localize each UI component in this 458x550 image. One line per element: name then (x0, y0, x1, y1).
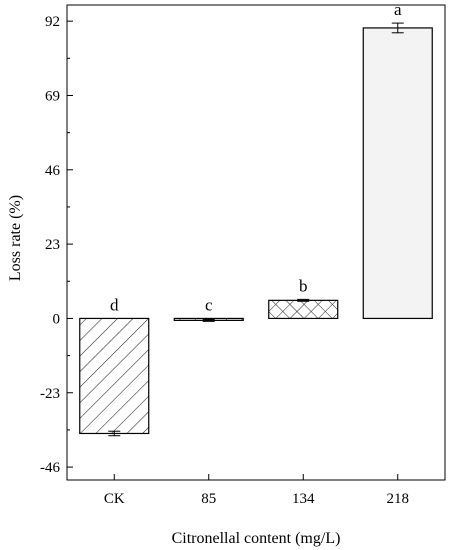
x-tick-label: 218 (387, 491, 410, 507)
plot-frame (66, 4, 446, 481)
y-tick-label: -23 (40, 386, 60, 402)
plot-area: d c b a -46 -23 0 23 46 69 92 CK 85 134 218 (40, 0, 446, 507)
bars-layer: d c b a (79, 0, 433, 437)
significance-letter: d (110, 295, 119, 314)
y-tick-label: 92 (45, 14, 60, 30)
significance-letter: c (205, 295, 213, 314)
x-tick-label: 85 (201, 491, 216, 507)
y-tick-label: 0 (53, 311, 61, 327)
y-tick-label: -46 (40, 460, 60, 476)
x-tick-label: CK (104, 491, 125, 507)
x-tick-label: 134 (292, 491, 315, 507)
bar-hatch (79, 318, 149, 434)
y-axis: -46 -23 0 23 46 69 92 (40, 14, 73, 476)
bar-fill (363, 27, 433, 319)
y-tick-label: 23 (45, 237, 60, 253)
y-tick-label: 69 (45, 88, 60, 104)
x-axis-label: Citronellal content (mg/L) (172, 530, 341, 547)
significance-letter: a (394, 0, 402, 19)
x-axis: CK 85 134 218 (104, 474, 409, 507)
significance-letter: b (299, 276, 308, 295)
y-tick-label: 46 (45, 163, 61, 179)
bar-hatch (268, 300, 338, 319)
y-axis-label: Loss rate (%) (7, 195, 24, 281)
